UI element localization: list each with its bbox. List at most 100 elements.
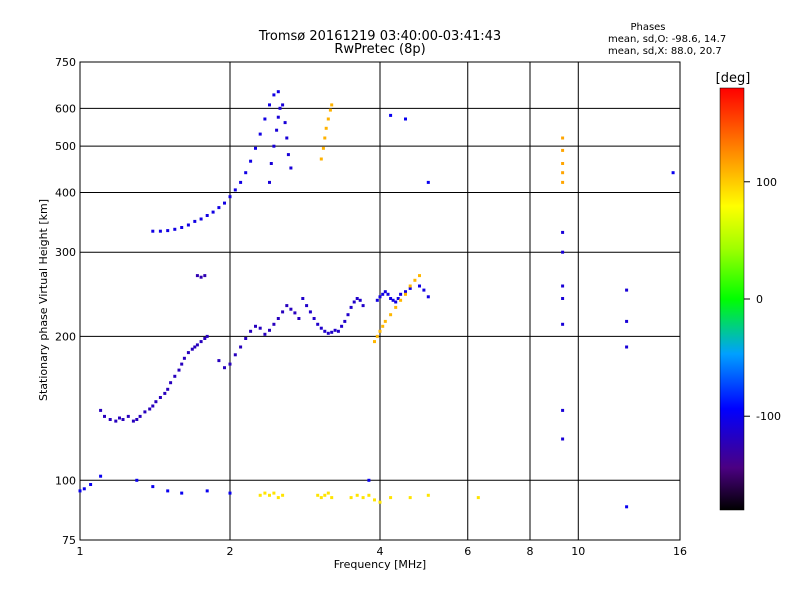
data-point [278, 106, 282, 110]
grid-lines [80, 62, 680, 540]
data-point [272, 93, 276, 97]
data-point [358, 298, 362, 302]
data-point [114, 419, 118, 423]
data-point [373, 498, 376, 502]
data-point [166, 489, 170, 493]
colorbar: [deg] 100 0 -100 [716, 71, 781, 511]
data-point [561, 180, 565, 184]
data-point [239, 345, 243, 349]
data-point [561, 284, 565, 288]
data-point [340, 324, 344, 328]
data-point [476, 496, 480, 500]
data-point [143, 410, 147, 414]
data-point [293, 311, 297, 315]
data-point [399, 292, 403, 296]
data-point [217, 206, 221, 210]
data-point [151, 485, 155, 489]
data-point [396, 297, 400, 300]
data-point [561, 230, 565, 234]
data-point [166, 229, 170, 233]
data-point [283, 121, 287, 125]
x-axis-label: Frequency [MHz] [334, 558, 426, 571]
data-point [361, 304, 365, 308]
colorbar-gradient [719, 87, 745, 511]
data-point [78, 489, 82, 493]
data-point [131, 419, 135, 423]
data-point [228, 491, 232, 495]
data-point [389, 113, 393, 117]
y-axis-label: Stationary phase Virtual Height [km] [37, 199, 50, 401]
x-tick-label: 8 [527, 545, 534, 558]
data-point [166, 387, 170, 391]
data-point [173, 227, 177, 231]
data-point [190, 347, 194, 351]
data-point [389, 496, 393, 500]
x-tick-label: 4 [377, 545, 384, 558]
y-tick-label: 300 [55, 246, 76, 259]
stats-line-o: mean, sd,O: -98.6, 14.7 [608, 34, 726, 45]
x-axis-ticks: 1 2 4 6 8 10 16 [77, 545, 688, 558]
data-point [89, 483, 93, 486]
data-point [126, 414, 130, 418]
data-point [389, 297, 393, 300]
data-point [99, 408, 103, 412]
data-point [346, 313, 350, 317]
data-point [561, 250, 565, 254]
data-point [301, 297, 305, 300]
data-point [323, 136, 327, 140]
data-point [233, 353, 237, 357]
data-point [378, 329, 382, 333]
data-point [211, 210, 215, 214]
data-point [268, 493, 271, 497]
data-point [205, 489, 209, 493]
data-point [418, 284, 421, 288]
y-tick-label: 200 [55, 330, 76, 343]
data-point [561, 136, 565, 140]
data-point [286, 153, 290, 157]
y-tick-label: 400 [55, 186, 76, 199]
data-point [163, 391, 167, 395]
data-point [326, 331, 330, 335]
data-point [244, 171, 248, 175]
data-point [561, 148, 565, 152]
data-point [186, 351, 190, 355]
x-tick-label: 6 [464, 545, 471, 558]
data-point [180, 226, 184, 229]
data-point [223, 201, 226, 205]
scatter-points [78, 90, 675, 509]
y-tick-label: 600 [55, 102, 76, 115]
data-point [151, 404, 155, 408]
chart-subtitle: RwPretec (8p) [334, 42, 425, 57]
data-point [195, 274, 199, 278]
data-point [394, 305, 398, 309]
data-point [625, 288, 629, 292]
data-point [336, 329, 340, 333]
data-point [330, 103, 334, 107]
data-point [154, 400, 158, 404]
data-point [316, 322, 320, 326]
data-point [561, 322, 565, 326]
data-point [103, 414, 106, 418]
data-point [375, 334, 379, 338]
data-point [82, 487, 86, 491]
data-point [367, 478, 371, 482]
data-point [223, 366, 226, 370]
data-point [249, 159, 253, 163]
data-point [625, 345, 629, 349]
data-point [561, 171, 565, 175]
data-point [99, 474, 103, 478]
data-point [228, 195, 232, 199]
data-point [121, 418, 125, 421]
data-point [180, 362, 184, 366]
data-point [233, 188, 237, 192]
data-point [404, 117, 407, 121]
data-point [272, 144, 276, 148]
data-point [383, 290, 387, 294]
data-point [386, 292, 390, 296]
data-point [352, 300, 356, 304]
data-point [561, 408, 565, 412]
data-point [326, 117, 330, 121]
y-tick-label: 100 [55, 474, 76, 487]
data-point [169, 381, 173, 385]
